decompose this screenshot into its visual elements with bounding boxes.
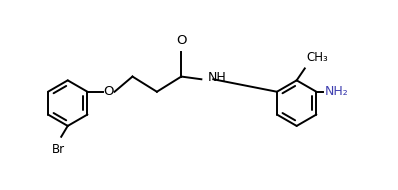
- Text: Br: Br: [51, 143, 64, 156]
- Text: O: O: [103, 85, 113, 98]
- Text: O: O: [176, 34, 187, 47]
- Text: NH₂: NH₂: [325, 85, 349, 98]
- Text: NH: NH: [208, 71, 226, 84]
- Text: CH₃: CH₃: [306, 51, 328, 64]
